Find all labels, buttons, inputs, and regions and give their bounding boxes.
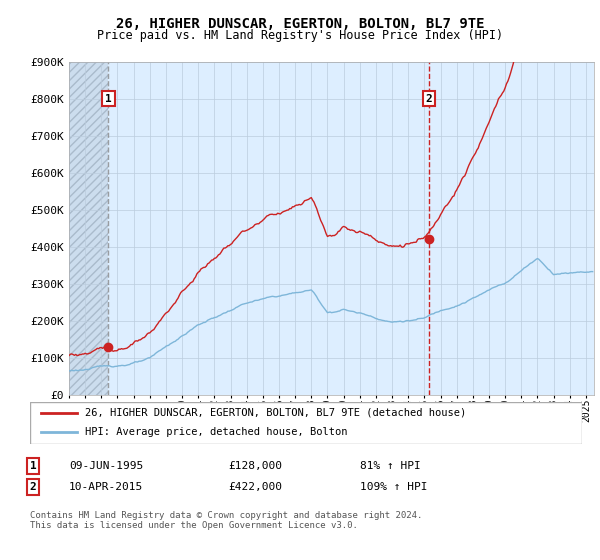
Bar [69, 62, 109, 395]
Text: Contains HM Land Registry data © Crown copyright and database right 2024.
This d: Contains HM Land Registry data © Crown c… [30, 511, 422, 530]
Text: 26, HIGHER DUNSCAR, EGERTON, BOLTON, BL7 9TE: 26, HIGHER DUNSCAR, EGERTON, BOLTON, BL7… [116, 17, 484, 31]
Text: 26, HIGHER DUNSCAR, EGERTON, BOLTON, BL7 9TE (detached house): 26, HIGHER DUNSCAR, EGERTON, BOLTON, BL7… [85, 408, 466, 418]
Text: Price paid vs. HM Land Registry's House Price Index (HPI): Price paid vs. HM Land Registry's House … [97, 29, 503, 42]
Text: 1: 1 [105, 94, 112, 104]
Text: 1: 1 [29, 461, 37, 471]
Text: 2: 2 [425, 94, 432, 104]
Text: HPI: Average price, detached house, Bolton: HPI: Average price, detached house, Bolt… [85, 427, 348, 437]
Text: £422,000: £422,000 [228, 482, 282, 492]
Text: 109% ↑ HPI: 109% ↑ HPI [360, 482, 427, 492]
Text: 10-APR-2015: 10-APR-2015 [69, 482, 143, 492]
Text: 09-JUN-1995: 09-JUN-1995 [69, 461, 143, 471]
Text: 81% ↑ HPI: 81% ↑ HPI [360, 461, 421, 471]
Text: £128,000: £128,000 [228, 461, 282, 471]
Text: 2: 2 [29, 482, 37, 492]
